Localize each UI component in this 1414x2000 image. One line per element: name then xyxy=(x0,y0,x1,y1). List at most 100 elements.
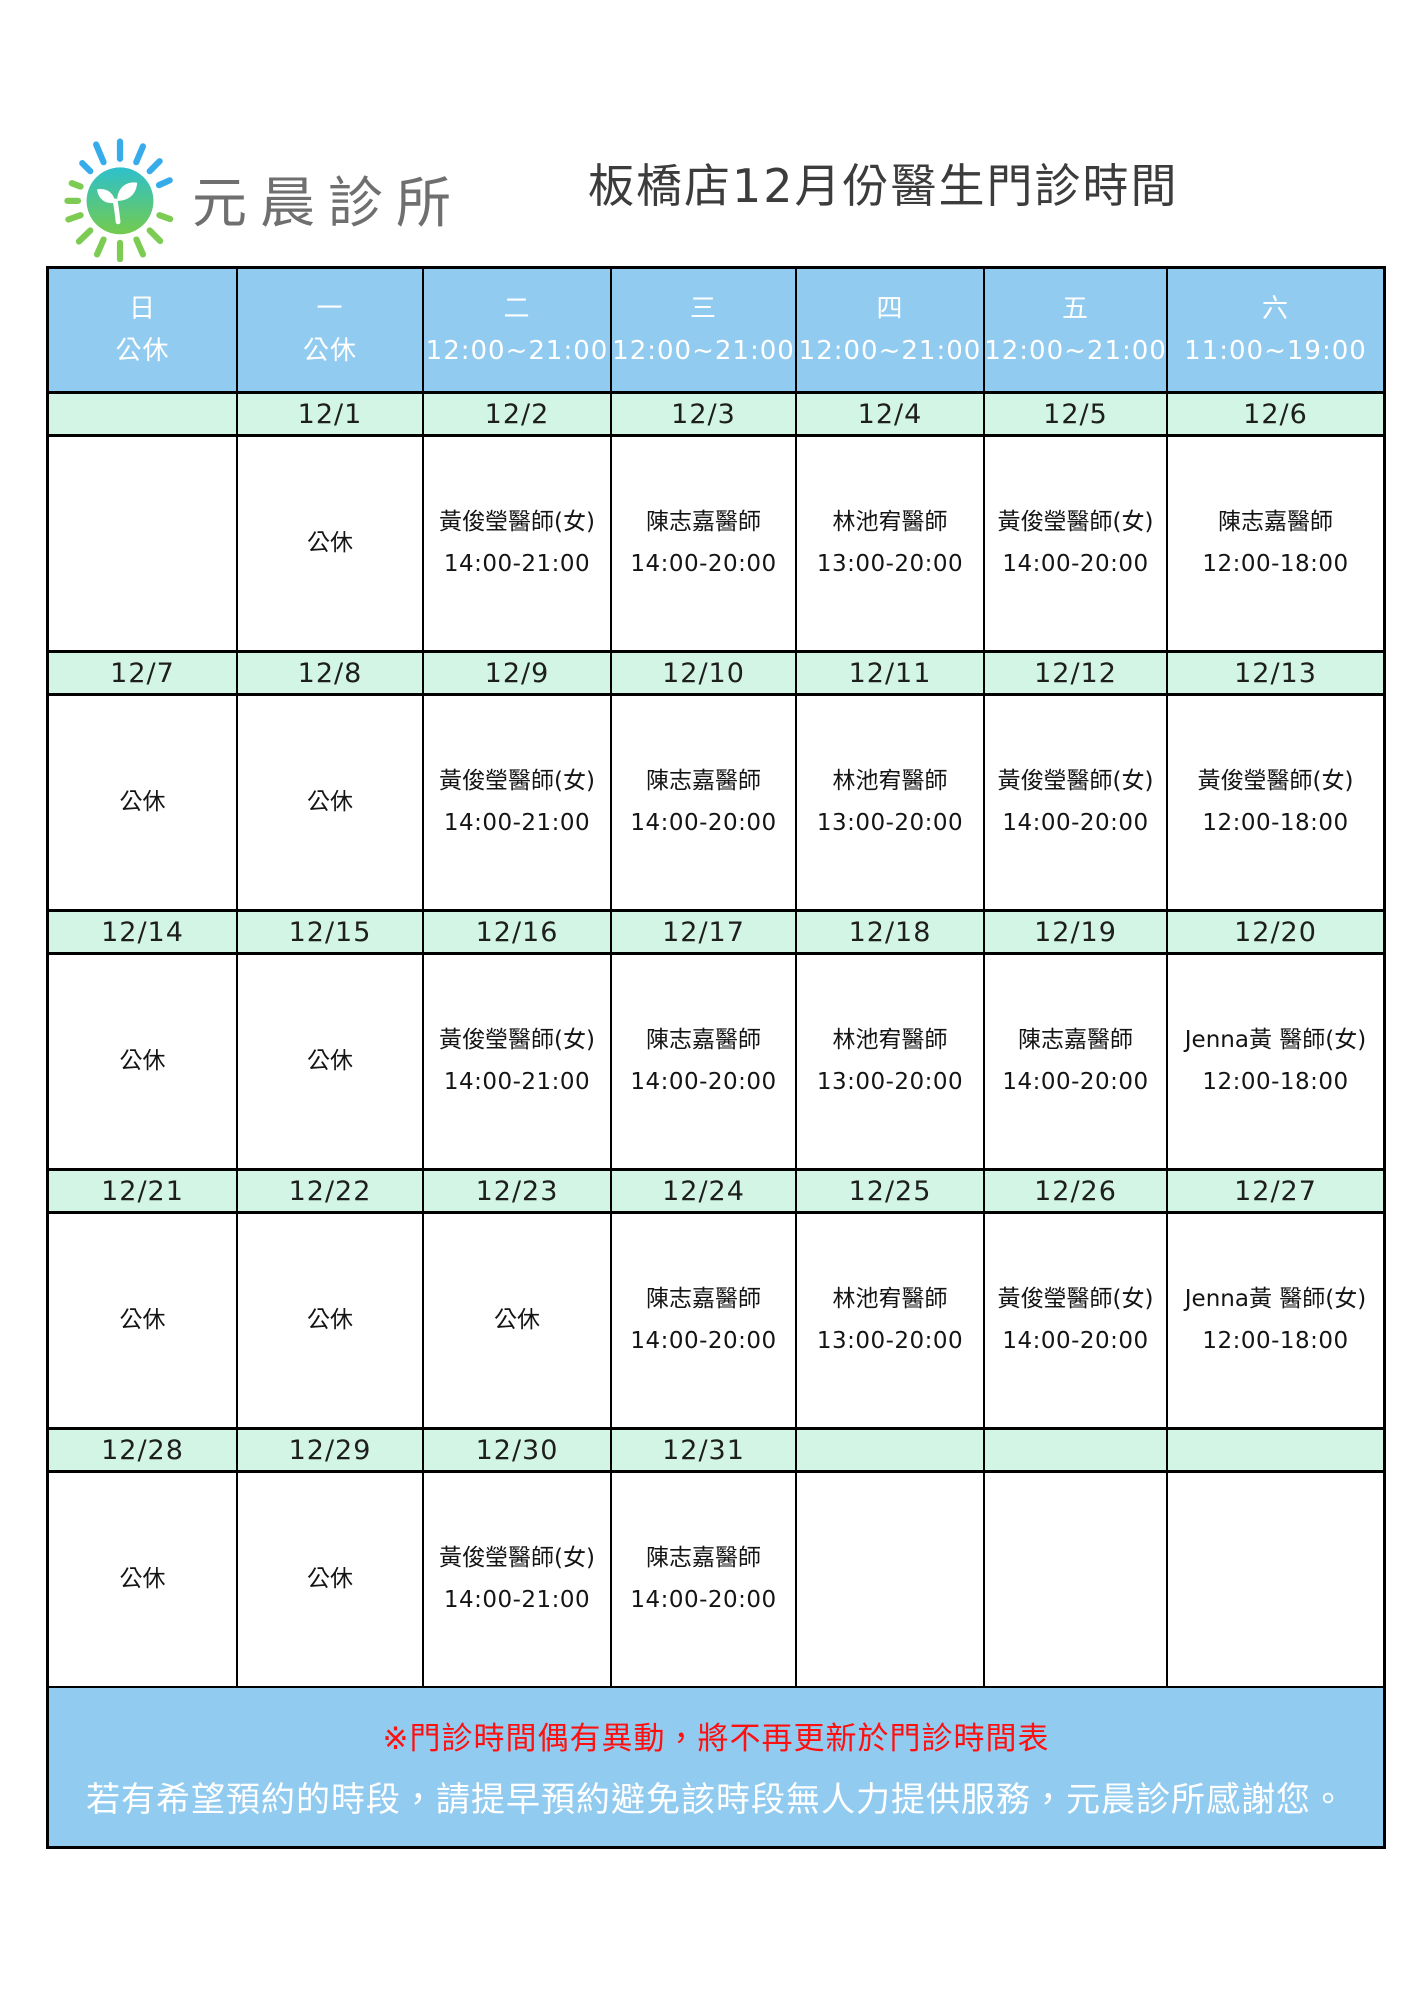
date-row-week2: 12/7 12/8 12/9 12/10 12/11 12/12 12/13 xyxy=(49,652,1383,696)
doctor-name: 公休 xyxy=(307,789,353,816)
date-cell: 12/1 xyxy=(238,394,424,434)
date-cell: 12/22 xyxy=(238,1171,424,1211)
doctor-name: 公休 xyxy=(119,1048,166,1075)
doctor-name: 公休 xyxy=(307,1307,353,1334)
weekday-header-cell: 二 12:00~21:00 xyxy=(424,269,612,391)
weekday-hours: 11:00~19:00 xyxy=(1184,336,1367,366)
schedule-cell xyxy=(49,437,238,650)
doctor-name: 陳志嘉醫師 xyxy=(646,768,761,795)
date-cell: 12/21 xyxy=(49,1171,238,1211)
weekday-label: 五 xyxy=(1061,294,1089,324)
weekday-header-cell: 三 12:00~21:00 xyxy=(612,269,797,391)
weekday-label: 四 xyxy=(876,294,904,324)
schedule-cell: 公休 xyxy=(238,955,424,1168)
date-cell: 12/15 xyxy=(238,912,424,952)
schedule-cell: 公休 xyxy=(49,696,238,909)
shift-time: 13:00-20:00 xyxy=(816,810,964,836)
schedule-cell: 林池宥醫師 13:00-20:00 xyxy=(797,437,985,650)
schedule-cell: 黃俊瑩醫師(女) 14:00-21:00 xyxy=(424,955,612,1168)
shift-time: 14:00-20:00 xyxy=(630,1069,777,1095)
shift-time: 14:00-20:00 xyxy=(630,551,777,577)
schedule-cell: 公休 xyxy=(424,1214,612,1427)
doctor-name: 公休 xyxy=(494,1307,540,1334)
schedule-cell: 公休 xyxy=(238,437,424,650)
date-cell: 12/26 xyxy=(985,1171,1168,1211)
schedule-cell: Jenna黃 醫師(女) 12:00-18:00 xyxy=(1168,1214,1383,1427)
date-cell: 12/5 xyxy=(985,394,1168,434)
date-cell: 12/4 xyxy=(797,394,985,434)
weekday-label: 一 xyxy=(316,294,344,324)
date-cell: 12/2 xyxy=(424,394,612,434)
schedule-cell: 黃俊瑩醫師(女) 14:00-20:00 xyxy=(985,437,1168,650)
doctor-name: 林池宥醫師 xyxy=(832,1286,948,1313)
schedule-cell: 公休 xyxy=(238,696,424,909)
date-cell: 12/30 xyxy=(424,1430,612,1470)
date-cell: 12/28 xyxy=(49,1430,238,1470)
doctor-name: 陳志嘉醫師 xyxy=(1018,1027,1133,1054)
doctor-name: 黃俊瑩醫師(女) xyxy=(997,1286,1154,1313)
page-title: 板橋店12月份醫生門診時間 xyxy=(588,159,1179,213)
schedule-cell: 林池宥醫師 13:00-20:00 xyxy=(797,1214,985,1427)
date-cell: 12/19 xyxy=(985,912,1168,952)
date-cell: 12/10 xyxy=(612,653,797,693)
doctor-name: 陳志嘉醫師 xyxy=(646,1545,761,1572)
schedule-row-week3: 公休 公休 黃俊瑩醫師(女) 14:00-21:00 陳志嘉醫師 14:00-20:… xyxy=(49,955,1383,1170)
schedule-cell: 林池宥醫師 13:00-20:00 xyxy=(797,696,985,909)
weekday-label: 日 xyxy=(128,294,156,324)
date-cell: 12/29 xyxy=(238,1430,424,1470)
schedule-cell: 陳志嘉醫師 14:00-20:00 xyxy=(612,437,797,650)
date-cell: 12/13 xyxy=(1234,657,1317,689)
date-cell: 12/17 xyxy=(612,912,797,952)
schedule-cell: 陳志嘉醫師 14:00-20:00 xyxy=(612,1473,797,1686)
date-cell: 12/20 xyxy=(1234,916,1317,948)
doctor-name: 陳志嘉醫師 xyxy=(646,1286,761,1313)
schedule-cell: 黃俊瑩醫師(女) 14:00-21:00 xyxy=(424,1473,612,1686)
doctor-name: 陳志嘉醫師 xyxy=(646,1027,761,1054)
doctor-name: 黃俊瑩醫師(女) xyxy=(997,509,1154,536)
schedule-row-week4: 公休 公休 公休 陳志嘉醫師 14:00-20:00 林池宥醫師 13:00-20:… xyxy=(49,1214,1383,1429)
schedule-cell: Jenna黃 醫師(女) 12:00-18:00 xyxy=(1168,955,1383,1168)
weekday-header-row: 日公休 一公休 二 12:00~21:00 三 12:00~21:00 四 12:00… xyxy=(49,269,1383,393)
schedule-row-week5: 公休 公休 黃俊瑩醫師(女) 14:00-21:00 陳志嘉醫師 14:00-20:… xyxy=(49,1473,1383,1688)
doctor-name: 陳志嘉醫師 xyxy=(646,509,761,536)
doctor-name: 黃俊瑩醫師(女) xyxy=(439,768,595,795)
shift-time: 14:00-20:00 xyxy=(1002,810,1149,836)
weekday-label: 六 xyxy=(1261,294,1289,324)
schedule-cell: 黃俊瑩醫師(女) 12:00-18:00 xyxy=(1168,696,1383,909)
clinic-brand: 元晨診所 xyxy=(56,134,464,262)
date-cell: 12/24 xyxy=(612,1171,797,1211)
date-cell: 12/18 xyxy=(797,912,985,952)
date-row-week1: 12/1 12/2 12/3 12/4 12/5 12/6 xyxy=(49,393,1383,437)
schedule-cell: 公休 xyxy=(238,1214,424,1427)
shift-time: 12:00-18:00 xyxy=(1202,810,1349,836)
schedule-cell: 黃俊瑩醫師(女) 14:00-21:00 xyxy=(424,696,612,909)
schedule-cell: 陳志嘉醫師 12:00-18:00 xyxy=(1168,437,1383,650)
weekday-hours: 12:00~21:00 xyxy=(984,336,1167,366)
doctor-name: 陳志嘉醫師 xyxy=(1218,509,1333,536)
doctor-name: 林池宥醫師 xyxy=(832,768,948,795)
schedule-cell: 林池宥醫師 13:00-20:00 xyxy=(797,955,985,1168)
weekday-hours: 12:00~21:00 xyxy=(425,336,609,366)
doctor-name: 公休 xyxy=(119,1566,166,1593)
schedule-cell: 陳志嘉醫師 14:00-20:00 xyxy=(612,1214,797,1427)
notice-footer: ※門診時間偶有異動，將不再更新於門診時間表 若有希望預約的時段，請提早預約避免該… xyxy=(49,1688,1383,1846)
date-cell: 12/6 xyxy=(1243,398,1308,430)
date-cell xyxy=(49,394,238,434)
schedule-cell xyxy=(985,1473,1168,1686)
date-cell: 12/23 xyxy=(424,1171,612,1211)
clinic-name: 元晨診所 xyxy=(192,171,465,235)
weekday-label: 三 xyxy=(689,294,717,324)
date-cell xyxy=(985,1430,1168,1470)
schedule-cell: 公休 xyxy=(49,1473,238,1686)
weekday-hours: 公休 xyxy=(115,336,170,366)
sun-sprout-icon xyxy=(64,138,174,262)
date-cell: 12/3 xyxy=(612,394,797,434)
doctor-name: 黃俊瑩醫師(女) xyxy=(439,1545,595,1572)
date-cell: 12/14 xyxy=(49,912,238,952)
doctor-name: 林池宥醫師 xyxy=(832,509,948,536)
weekday-header-cell: 日公休 xyxy=(49,269,238,391)
notice-line-white: 若有希望預約的時段，請提早預約避免該時段無人力提供服務，元晨診所感謝您。 xyxy=(86,1780,1346,1820)
schedule-cell xyxy=(797,1473,985,1686)
schedule-row-week2: 公休 公休 黃俊瑩醫師(女) 14:00-21:00 陳志嘉醫師 14:00-20:… xyxy=(49,696,1383,911)
